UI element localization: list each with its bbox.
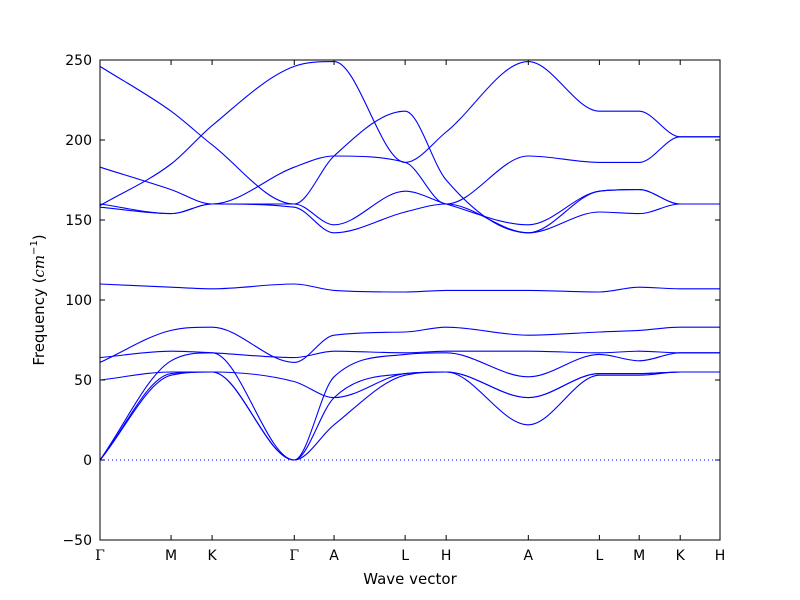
x-tick-label: K (676, 548, 686, 564)
y-tick-label: 150 (65, 213, 92, 229)
plot-frame (99, 59, 721, 541)
band-line-6 (99, 350, 720, 359)
x-axis-label: Wave vector (363, 570, 457, 588)
band-line-5 (99, 326, 720, 363)
band-line-11 (99, 61, 721, 207)
x-tick-label: Γ (95, 548, 105, 564)
y-tick-label: 100 (65, 293, 92, 309)
y-tick-labels: −50 0 50 100 150 200 250 (62, 53, 92, 549)
band-line-3 (99, 352, 720, 461)
y-tick-label: −50 (62, 533, 92, 549)
x-tick-label: Γ (289, 548, 299, 564)
band-line-10 (99, 136, 721, 205)
x-tick-label: A (329, 548, 339, 564)
y-axis-label: Frequency (cm−1) (29, 234, 48, 365)
band-line-2 (99, 371, 720, 461)
band-line-12 (99, 65, 720, 234)
x-tick-label: M (165, 548, 177, 564)
band-line-1 (99, 371, 720, 461)
y-tick-label: 200 (65, 133, 92, 149)
x-tick-label: L (595, 548, 603, 564)
x-tick-label: H (715, 548, 726, 564)
y-tick-label: 50 (74, 373, 92, 389)
x-tick-label: A (524, 548, 534, 564)
band-line-9 (99, 189, 720, 226)
x-tick-label: L (401, 548, 409, 564)
x-tick-label: H (441, 548, 452, 564)
y-tick-label: 250 (65, 53, 92, 69)
band-line-4 (99, 371, 720, 399)
y-tick-label: 0 (83, 453, 92, 469)
x-tick-label: M (633, 548, 645, 564)
x-tick-label: K (208, 548, 218, 564)
axis-ticks (99, 59, 721, 541)
band-line-7 (99, 283, 720, 293)
band-lines (99, 61, 721, 461)
